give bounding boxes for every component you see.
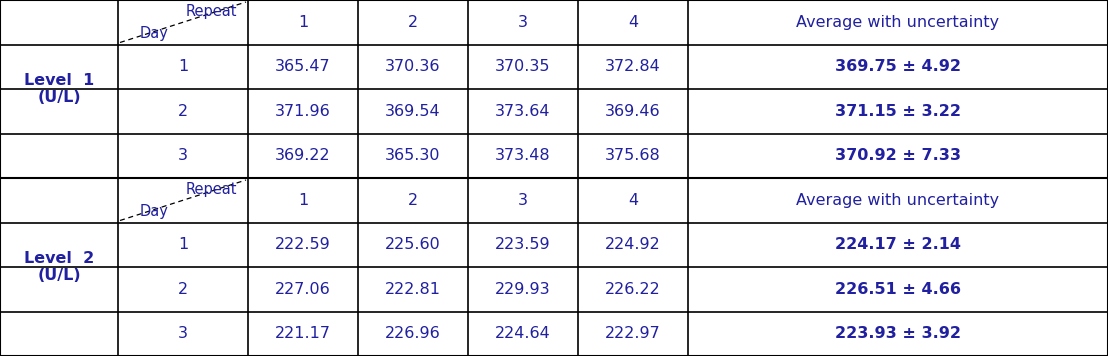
Text: 370.35: 370.35 [495, 59, 551, 74]
Text: 226.51 ± 4.66: 226.51 ± 4.66 [835, 282, 961, 297]
Text: 222.97: 222.97 [605, 326, 660, 341]
Text: 369.54: 369.54 [386, 104, 441, 119]
Text: 370.36: 370.36 [386, 59, 441, 74]
Text: Average with uncertainty: Average with uncertainty [797, 15, 999, 30]
Text: 3: 3 [519, 15, 529, 30]
Text: 375.68: 375.68 [605, 148, 660, 163]
Text: 373.48: 373.48 [495, 148, 551, 163]
Text: 222.59: 222.59 [275, 237, 331, 252]
Text: 224.92: 224.92 [605, 237, 660, 252]
Text: 223.59: 223.59 [495, 237, 551, 252]
Text: 226.22: 226.22 [605, 282, 660, 297]
Text: Day: Day [140, 26, 168, 41]
Text: 3: 3 [519, 193, 529, 208]
Text: 224.64: 224.64 [495, 326, 551, 341]
Text: 1: 1 [178, 59, 188, 74]
Text: 372.84: 372.84 [605, 59, 660, 74]
Text: 369.75 ± 4.92: 369.75 ± 4.92 [835, 59, 961, 74]
Text: 370.92 ± 7.33: 370.92 ± 7.33 [835, 148, 961, 163]
Text: 225.60: 225.60 [386, 237, 441, 252]
Text: 369.22: 369.22 [275, 148, 331, 163]
Text: 3: 3 [178, 148, 188, 163]
Text: 2: 2 [408, 15, 418, 30]
Text: 365.30: 365.30 [386, 148, 441, 163]
Text: Repeat: Repeat [186, 4, 237, 19]
Text: 371.96: 371.96 [275, 104, 331, 119]
Text: 2: 2 [178, 104, 188, 119]
Text: 365.47: 365.47 [275, 59, 331, 74]
Text: 223.93 ± 3.92: 223.93 ± 3.92 [835, 326, 961, 341]
Text: 227.06: 227.06 [275, 282, 331, 297]
Text: 1: 1 [178, 237, 188, 252]
Text: 224.17 ± 2.14: 224.17 ± 2.14 [835, 237, 961, 252]
Text: Day: Day [140, 204, 168, 219]
Text: Level  2
(U/L): Level 2 (U/L) [24, 251, 94, 283]
Text: 1: 1 [298, 15, 308, 30]
Text: 222.81: 222.81 [384, 282, 441, 297]
Text: 226.96: 226.96 [386, 326, 441, 341]
Text: Level  1
(U/L): Level 1 (U/L) [24, 73, 94, 105]
Text: 369.46: 369.46 [605, 104, 660, 119]
Text: 371.15 ± 3.22: 371.15 ± 3.22 [835, 104, 961, 119]
Text: 229.93: 229.93 [495, 282, 551, 297]
Text: 221.17: 221.17 [275, 326, 331, 341]
Text: 2: 2 [408, 193, 418, 208]
Text: 1: 1 [298, 193, 308, 208]
Text: 2: 2 [178, 282, 188, 297]
Text: 373.64: 373.64 [495, 104, 551, 119]
Text: 3: 3 [178, 326, 188, 341]
Text: 4: 4 [628, 193, 638, 208]
Text: Average with uncertainty: Average with uncertainty [797, 193, 999, 208]
Text: Repeat: Repeat [186, 182, 237, 197]
Text: 4: 4 [628, 15, 638, 30]
